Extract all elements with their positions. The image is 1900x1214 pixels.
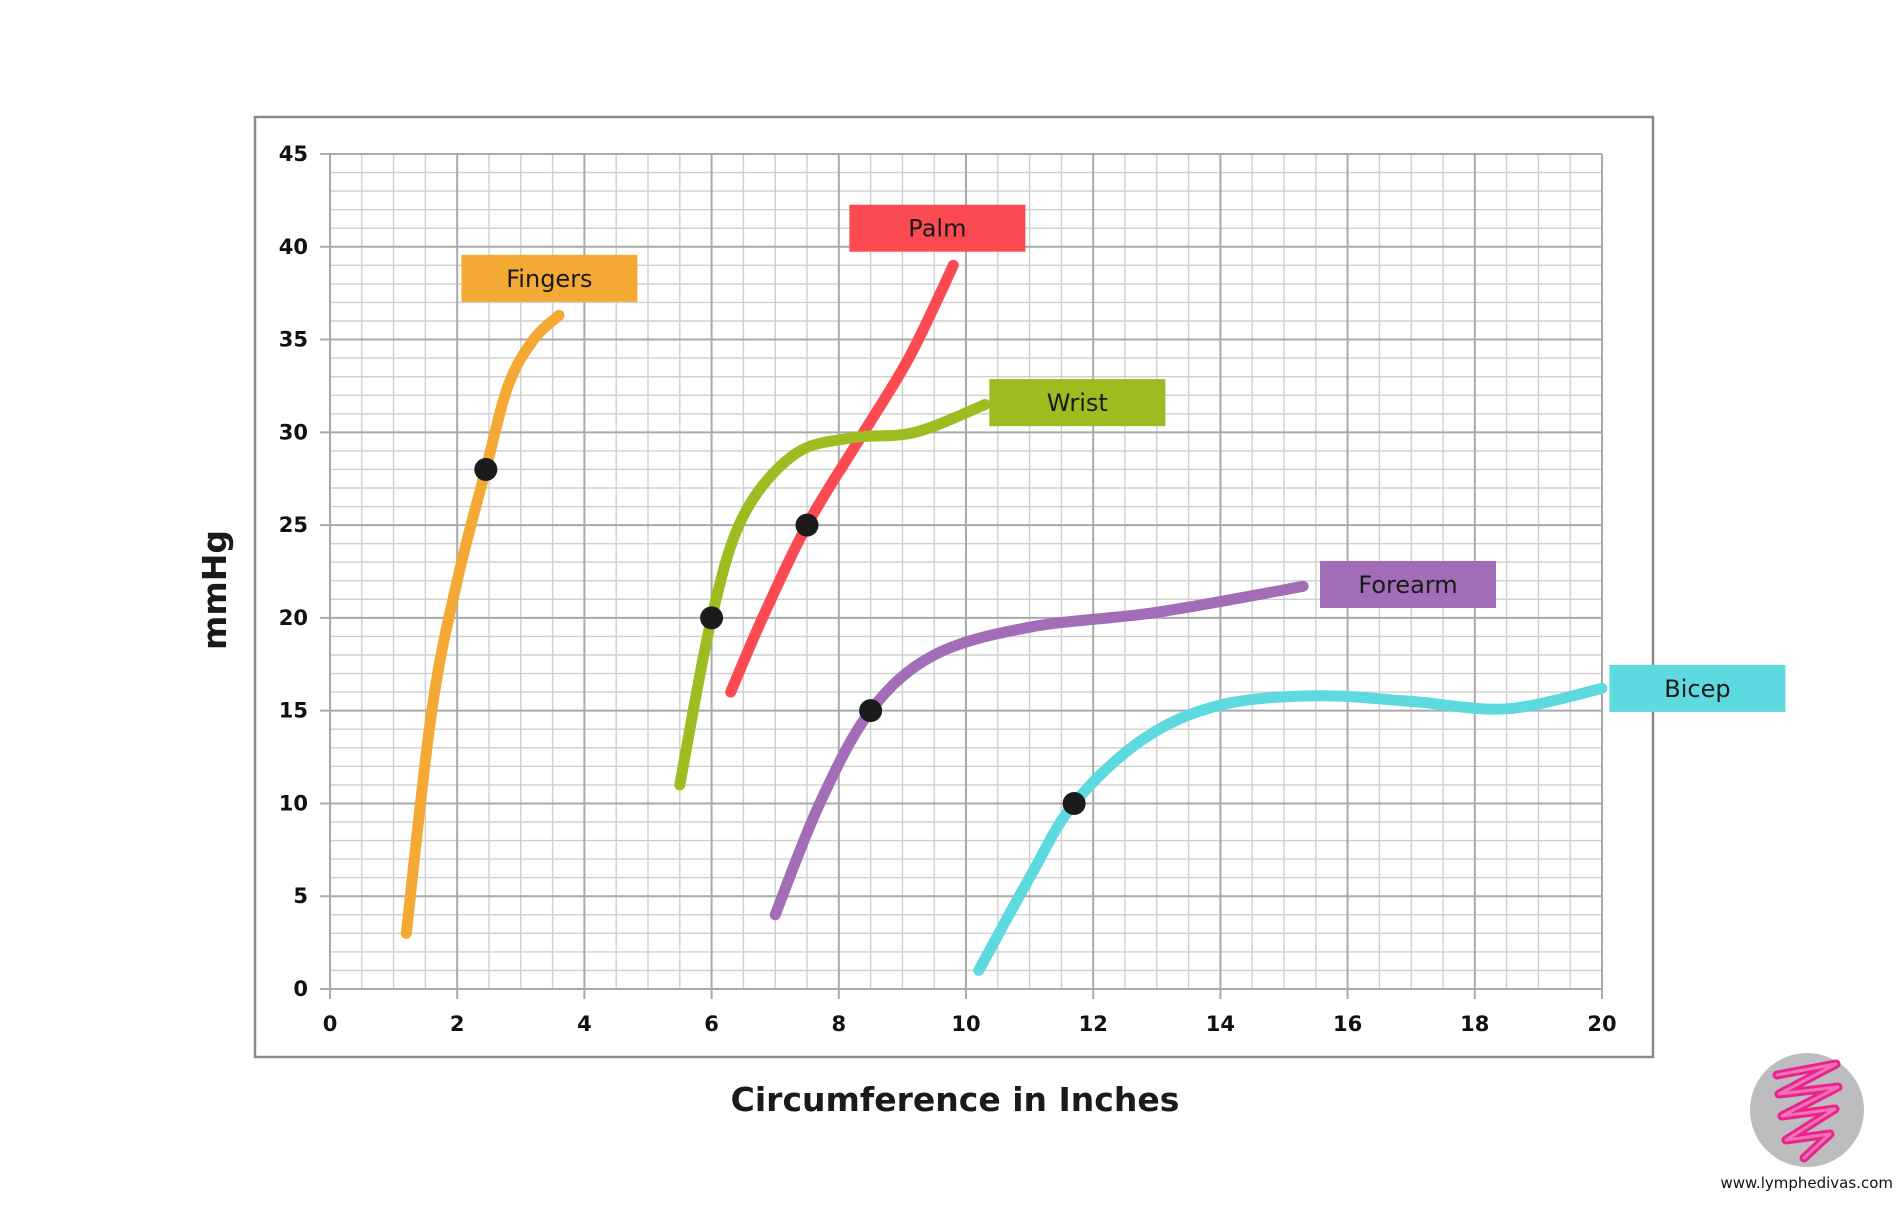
y-tick-label: 15 (279, 699, 308, 723)
series-line-palm (725, 259, 959, 698)
series-line-bicep (973, 682, 1608, 976)
series-label-bicep: Bicep (1609, 664, 1786, 712)
series-label-fingers: Fingers (461, 254, 638, 302)
series-marker-fingers (474, 457, 498, 481)
series-line-fingers (400, 309, 565, 939)
series-marker-palm (795, 513, 819, 537)
y-tick-label: 40 (279, 235, 308, 259)
x-tick-label: 10 (951, 1012, 980, 1036)
series-lines (400, 259, 1608, 976)
y-tick-label: 20 (279, 606, 308, 630)
series-label-palm: Palm (849, 204, 1026, 252)
website-url: www.lymphedivas.com (1721, 1174, 1894, 1192)
x-tick-label: 18 (1460, 1012, 1489, 1036)
series-marker-wrist (700, 606, 724, 630)
series-label-wrist: Wrist (989, 379, 1166, 427)
x-tick-label: 2 (450, 1012, 465, 1036)
y-axis-title: mmHg (195, 530, 234, 650)
x-axis-title: Circumference in Inches (731, 1080, 1180, 1119)
series-line-wrist (674, 399, 991, 791)
y-tick-label: 10 (279, 791, 308, 815)
series-label-box-forearm (1320, 560, 1497, 608)
y-tick-label: 5 (293, 884, 308, 908)
y-tick-label: 45 (279, 142, 308, 166)
x-tick-label: 0 (323, 1012, 338, 1036)
grid-major (320, 153, 1603, 999)
series-marker-forearm (859, 699, 883, 723)
series-label-text-forearm: Forearm (1358, 571, 1457, 599)
x-tick-label: 20 (1587, 1012, 1616, 1036)
series-markers (474, 457, 1086, 815)
x-tick-label: 14 (1206, 1012, 1235, 1036)
series-label-box-palm (849, 204, 1026, 252)
series-label-text-bicep: Bicep (1664, 675, 1730, 703)
y-tick-label: 35 (279, 328, 308, 352)
x-axis-tick-labels: 0 2 4 6 8 10 12 14 16 18 20 (323, 1012, 1617, 1036)
series-labels: Fingers Palm Wrist Forearm Bicep (461, 204, 1786, 712)
y-axis-tick-labels: 0 5 10 15 20 25 30 35 40 45 (279, 142, 308, 1001)
x-tick-label: 8 (831, 1012, 846, 1036)
y-tick-label: 30 (279, 420, 308, 444)
series-label-box-bicep (1609, 664, 1786, 712)
series-label-text-palm: Palm (908, 215, 966, 243)
series-label-box-fingers (461, 254, 638, 302)
series-line-forearm (769, 580, 1309, 921)
series-label-box-wrist (989, 379, 1166, 427)
series-label-text-fingers: Fingers (506, 265, 592, 293)
lymphedivas-spiral-logo-icon (1772, 1059, 1843, 1163)
x-tick-label: 4 (577, 1012, 592, 1036)
series-label-text-wrist: Wrist (1047, 389, 1108, 417)
y-tick-label: 0 (293, 977, 308, 1001)
x-tick-label: 6 (704, 1012, 719, 1036)
series-marker-bicep (1062, 791, 1086, 815)
lymphedivas-logo (1750, 1053, 1864, 1167)
y-tick-label: 25 (279, 513, 308, 537)
x-tick-label: 12 (1079, 1012, 1108, 1036)
x-tick-label: 16 (1333, 1012, 1362, 1036)
series-label-forearm: Forearm (1320, 560, 1497, 608)
